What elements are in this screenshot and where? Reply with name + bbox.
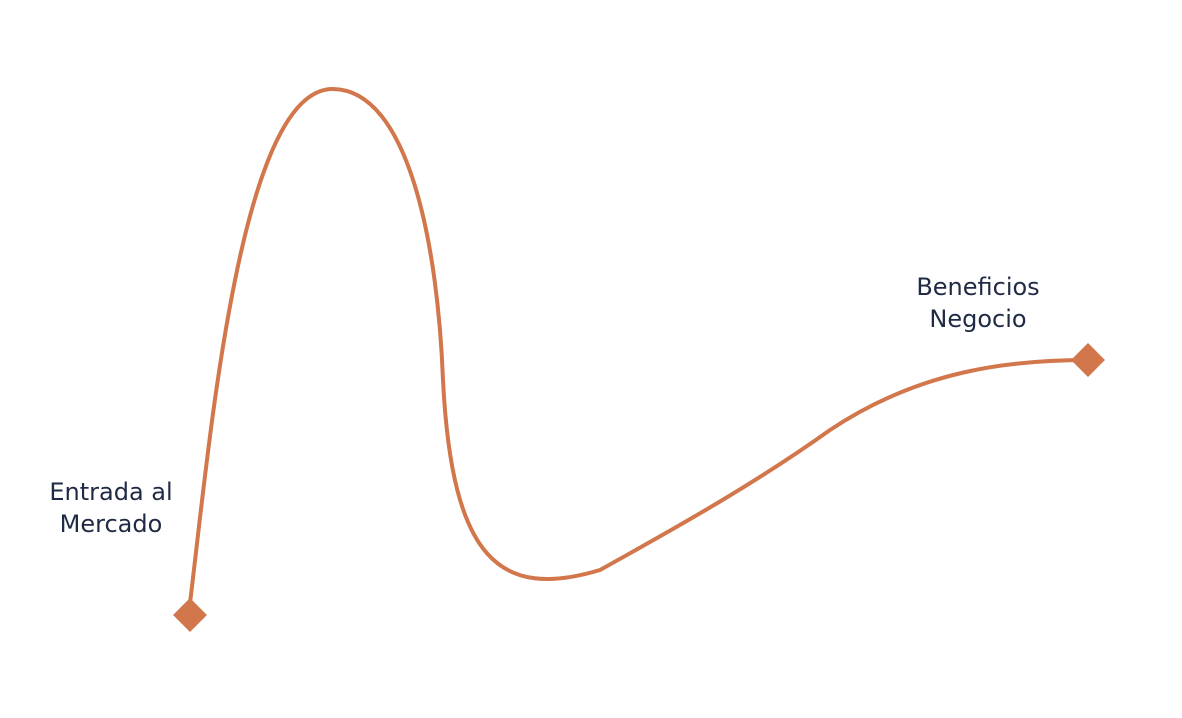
adoption-curve-line	[188, 86, 1090, 605]
market-entry-label-line-2: Mercado	[59, 510, 163, 538]
business-benefits-label-line-2: Negocio	[929, 305, 1027, 333]
end-diamond-marker-icon	[1071, 343, 1105, 377]
business-benefits-label-line-1: Beneficios	[916, 273, 1040, 301]
market-entry-label: Entrada al Mercado	[30, 476, 192, 540]
start-diamond-marker-icon	[173, 598, 207, 632]
market-entry-label-line-1: Entrada al	[49, 478, 173, 506]
business-benefits-label: Beneficios Negocio	[890, 271, 1066, 335]
